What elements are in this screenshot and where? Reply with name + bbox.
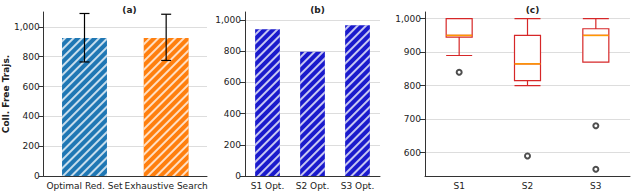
svg-text:900: 900 [404, 47, 421, 57]
svg-text:S2 Opt.: S2 Opt. [296, 181, 330, 191]
svg-text:600: 600 [224, 77, 241, 87]
svg-text:600: 600 [404, 148, 421, 158]
svg-text:1,000: 1,000 [14, 22, 40, 32]
svg-text:S3 Opt.: S3 Opt. [341, 181, 375, 191]
svg-text:S2: S2 [522, 181, 533, 191]
svg-text:(b): (b) [310, 5, 325, 15]
svg-text:800: 800 [404, 81, 421, 91]
svg-text:800: 800 [22, 52, 39, 62]
svg-text:400: 400 [22, 111, 39, 121]
svg-text:S3: S3 [590, 181, 601, 191]
svg-text:S1 Opt.: S1 Opt. [251, 181, 285, 191]
svg-text:Exhaustive Search: Exhaustive Search [125, 181, 208, 191]
svg-text:0: 0 [34, 171, 40, 181]
svg-text:400: 400 [224, 109, 241, 119]
svg-text:0: 0 [235, 171, 241, 181]
svg-text:600: 600 [22, 82, 39, 92]
svg-text:1,000: 1,000 [215, 15, 241, 25]
svg-text:800: 800 [224, 46, 241, 56]
svg-text:200: 200 [22, 141, 39, 151]
svg-text:Coll. Free Trajs.: Coll. Free Trajs. [1, 55, 11, 133]
svg-text:(c): (c) [526, 5, 540, 15]
svg-text:1,000: 1,000 [395, 14, 421, 24]
svg-text:S1: S1 [453, 181, 464, 191]
svg-text:Optimal Red. Set: Optimal Red. Set [46, 181, 123, 191]
svg-text:700: 700 [404, 114, 421, 124]
svg-text:(a): (a) [122, 5, 136, 15]
svg-text:200: 200 [224, 140, 241, 150]
